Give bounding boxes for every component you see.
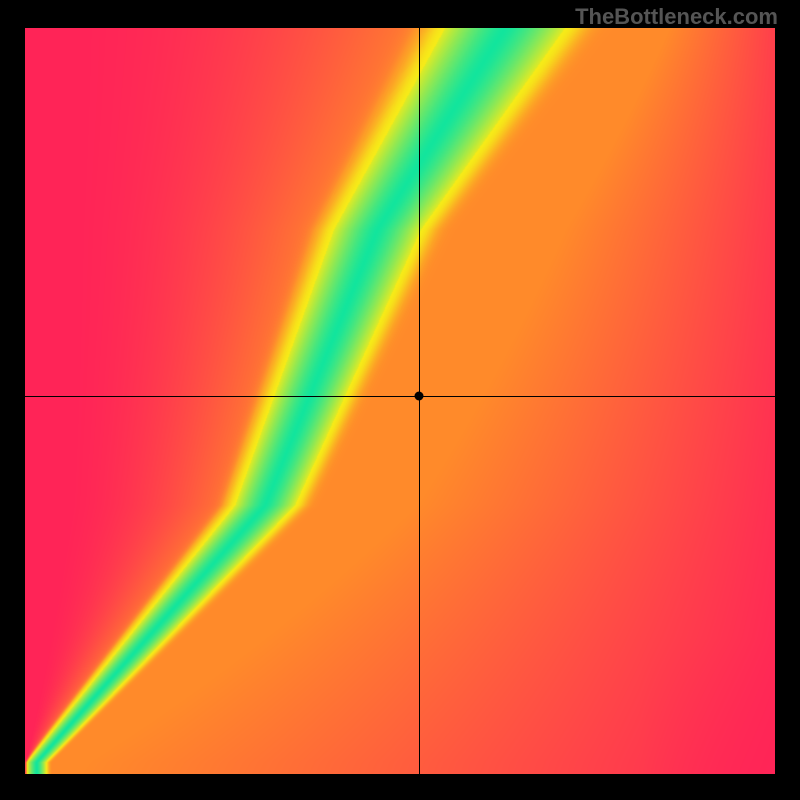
marker-dot	[414, 391, 423, 400]
heatmap-canvas	[25, 28, 775, 774]
watermark-text: TheBottleneck.com	[575, 4, 778, 30]
crosshair-horizontal	[25, 396, 775, 397]
chart-container: TheBottleneck.com	[0, 0, 800, 800]
plot-area	[25, 28, 775, 774]
crosshair-vertical	[419, 28, 420, 774]
